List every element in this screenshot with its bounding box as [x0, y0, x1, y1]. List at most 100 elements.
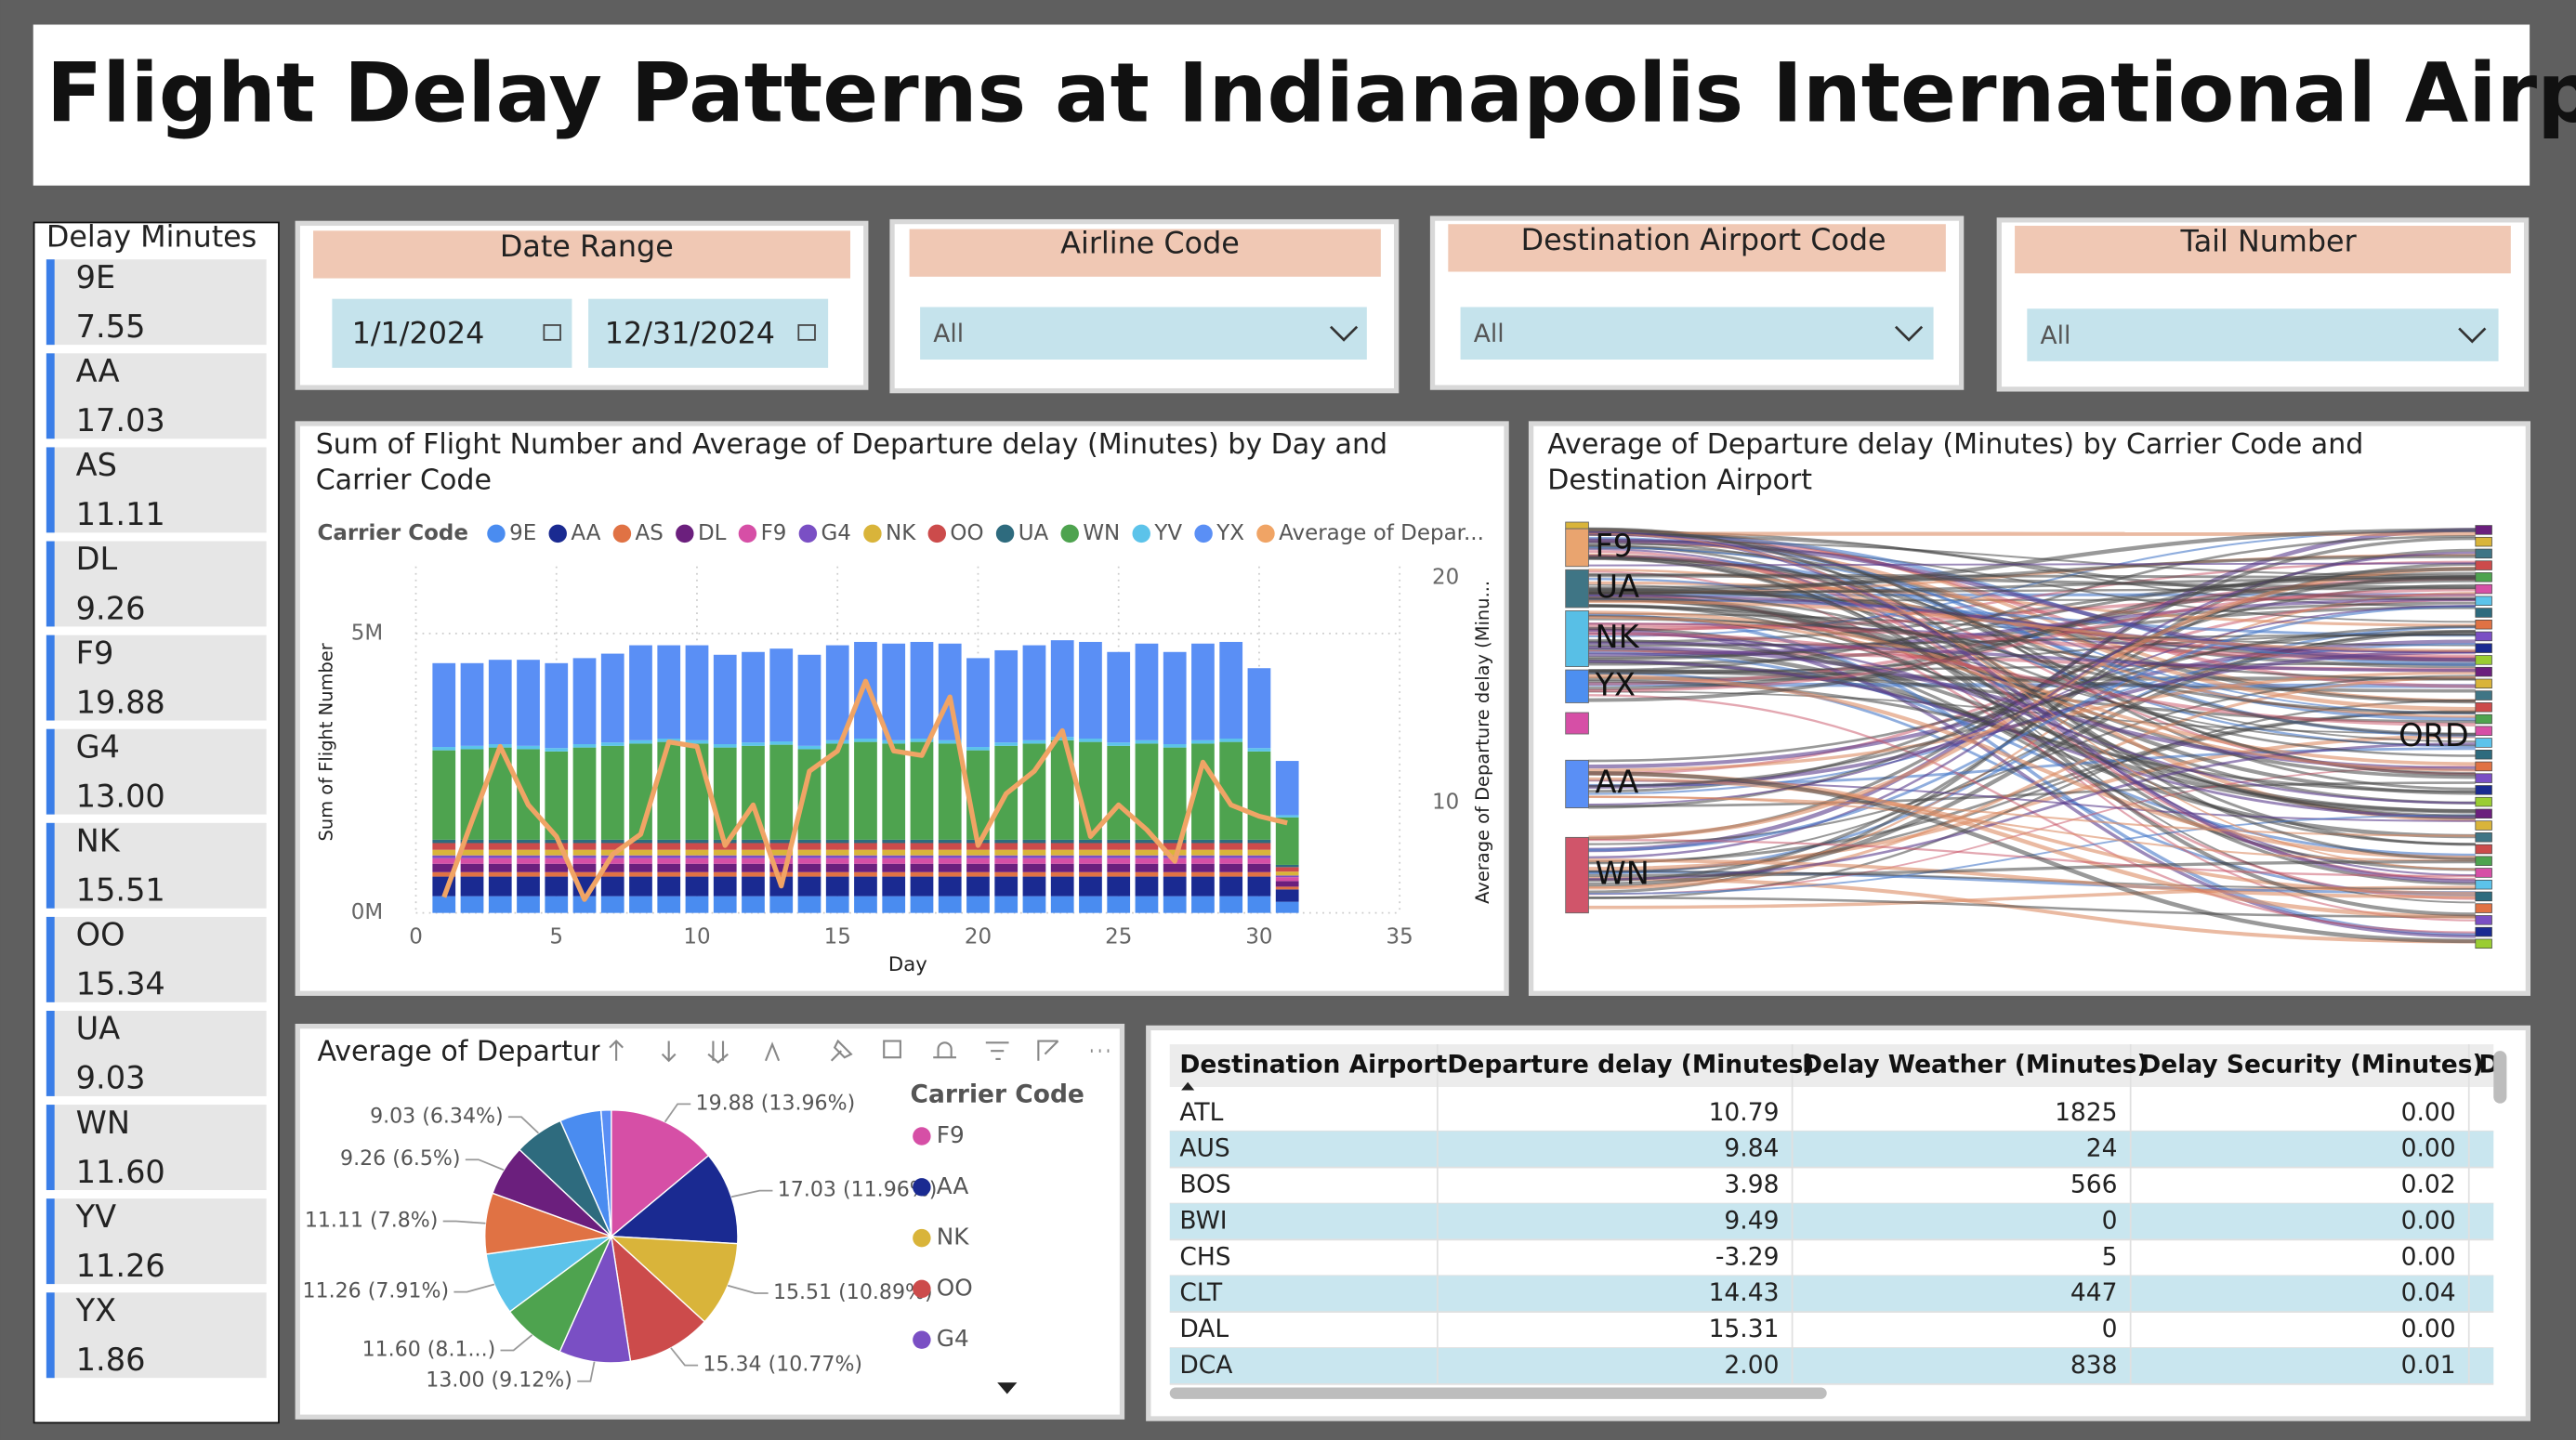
- sankey-target-segment: [2475, 926, 2492, 937]
- bar-segment: [600, 742, 624, 746]
- bar-segment: [657, 645, 681, 740]
- bar-segment: [1135, 871, 1159, 877]
- card-label: DL: [76, 541, 118, 577]
- bar-segment: [1247, 751, 1271, 840]
- slicer-date[interactable]: Date Range 1/1/2024 12/31/2024: [295, 220, 869, 390]
- slicer-tail[interactable]: Tail Number All: [1996, 217, 2530, 392]
- dropdown[interactable]: [1460, 307, 1934, 360]
- calendar-icon[interactable]: [543, 324, 561, 341]
- table-cell: 838: [2070, 1351, 2118, 1380]
- legend-swatch: [913, 1279, 931, 1299]
- card-accent: [46, 1011, 55, 1096]
- dropdown[interactable]: [920, 307, 1367, 360]
- chevron[interactable]: [2458, 327, 2487, 344]
- bar-segment: [713, 855, 737, 858]
- scrollbar-vertical[interactable]: [2493, 1051, 2507, 1104]
- toolbar-icon[interactable]: [933, 1041, 956, 1059]
- sankey-ribbon: [1588, 546, 2476, 714]
- bar-segment: [545, 748, 569, 752]
- sankey-target-segment: [2475, 620, 2492, 630]
- sankey-target-segment: [2475, 643, 2492, 653]
- bar-segment: [629, 740, 652, 744]
- legend-scroll-arrow[interactable]: [997, 1382, 1018, 1394]
- bar-segment: [629, 849, 652, 856]
- bar-segment: [657, 857, 681, 864]
- bar-segment: [1022, 857, 1046, 864]
- legend-swatch: [676, 524, 694, 543]
- bar-segment: [1163, 863, 1187, 872]
- date-input[interactable]: [588, 298, 829, 368]
- bar-segment: [882, 643, 906, 740]
- toolbar-icon[interactable]: [764, 1041, 781, 1062]
- date-input[interactable]: [332, 298, 572, 368]
- sankey-target-segment: [2475, 572, 2492, 583]
- sankey-ribbon: [1588, 795, 2476, 837]
- legend-item: OO: [927, 521, 984, 545]
- visual-toolbar[interactable]: [609, 1039, 1110, 1064]
- bar-segment: [657, 839, 681, 844]
- bar-segment: [769, 744, 794, 840]
- card-accent: [46, 635, 55, 721]
- bar-segment: [854, 739, 877, 742]
- bar-segment: [1135, 849, 1159, 856]
- sankey-target-segment: [2475, 631, 2492, 642]
- bar-segment: [488, 843, 512, 850]
- toolbar-icon[interactable]: [661, 1041, 677, 1063]
- card-bg: [46, 1198, 267, 1285]
- bar-segment: [938, 643, 962, 740]
- bar-segment: [1079, 876, 1102, 897]
- bar-segment: [742, 855, 765, 858]
- bar-segment: [882, 896, 906, 913]
- legend-label: OO: [950, 521, 983, 545]
- bar-segment: [994, 871, 1019, 877]
- sankey-target-segment: [2475, 773, 2492, 783]
- bar-segment: [742, 849, 765, 856]
- y2-tick-label: 10: [1432, 791, 1459, 815]
- toolbar-icon[interactable]: [883, 1040, 901, 1059]
- bar-segment: [994, 843, 1019, 850]
- slicer-airline[interactable]: Airline Code All: [889, 218, 1400, 394]
- y-axis-label: Sum of Flight Number: [316, 643, 337, 841]
- scrollbar-horizontal[interactable]: [1169, 1387, 1827, 1399]
- bar-segment: [825, 743, 849, 840]
- bar-segment: [938, 839, 962, 844]
- sankey-target-segment: [2475, 915, 2492, 925]
- toolbar-icon[interactable]: [1037, 1040, 1059, 1061]
- legend-swatch: [738, 524, 757, 543]
- toolbar-icon[interactable]: [830, 1039, 853, 1062]
- bar-segment: [488, 839, 512, 844]
- card-label: F9: [76, 635, 114, 671]
- chevron[interactable]: [1894, 325, 1924, 342]
- sankey-target-segment: [2475, 785, 2492, 795]
- bar-segment: [1079, 863, 1102, 872]
- bar-segment: [1191, 863, 1215, 872]
- card-bg: [46, 1011, 267, 1096]
- toolbar-icon[interactable]: [985, 1041, 1009, 1061]
- slicer-header: [1446, 222, 1948, 274]
- chevron[interactable]: [1330, 325, 1359, 342]
- sankey-target-segment: [2475, 690, 2492, 700]
- table-cell: 0.00: [2401, 1315, 2456, 1343]
- bar-segment: [938, 857, 962, 864]
- bar-segment: [797, 843, 821, 850]
- leader-line: [730, 1189, 773, 1198]
- card-title: Delay Minutes: [46, 218, 256, 254]
- combo-chart: 0M 5M 0 5 10 15 20 25 30 35 10 20 Day Sum of Flight N…: [316, 521, 1493, 975]
- sankey-node-label: WN: [1596, 856, 1649, 892]
- sankey-target-segment: [2475, 749, 2492, 760]
- card-bg: [46, 822, 267, 909]
- toolbar-icon[interactable]: [707, 1041, 729, 1064]
- calendar-icon[interactable]: [797, 324, 816, 341]
- bar-segment: [910, 855, 934, 858]
- bar-segment: [629, 871, 652, 877]
- dropdown[interactable]: [2027, 308, 2499, 361]
- slicer-destination[interactable]: Destination Airport Code All: [1429, 216, 1965, 390]
- card-accent: [46, 1292, 55, 1379]
- bar-segment: [1275, 815, 1299, 818]
- bar-segment: [1107, 876, 1131, 897]
- toolbar-icon[interactable]: [609, 1040, 624, 1061]
- bar-segment: [1050, 839, 1074, 844]
- bar-segment: [1219, 849, 1243, 856]
- sankey-ribbon: [1588, 694, 2476, 934]
- bar-segment: [545, 863, 569, 872]
